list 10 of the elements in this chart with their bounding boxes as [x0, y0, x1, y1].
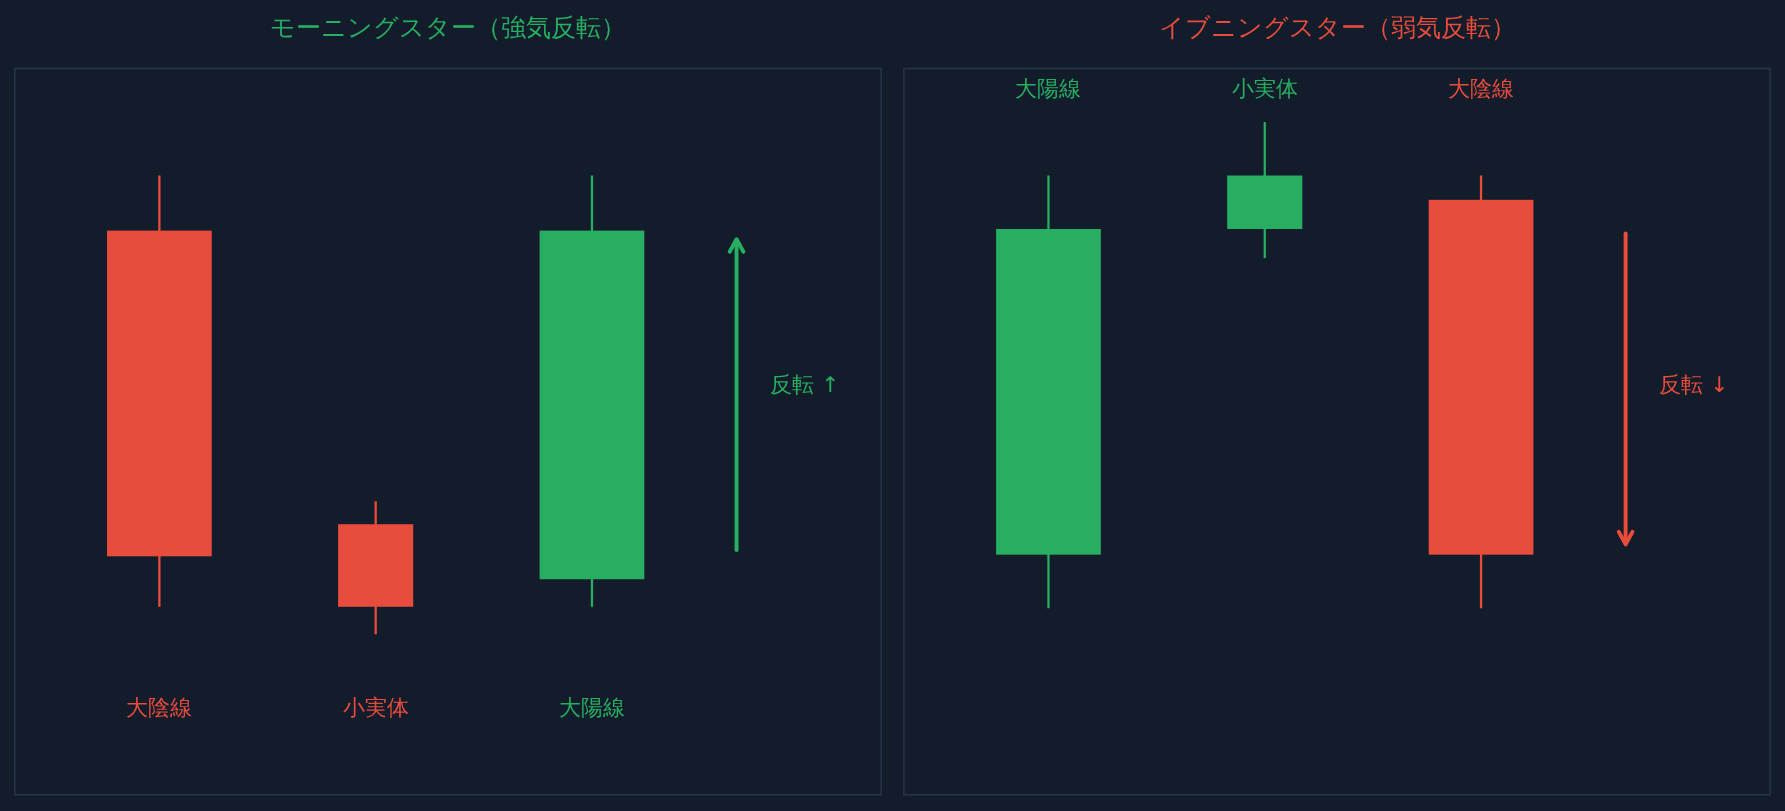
x-tick-label: 小実体 — [342, 695, 409, 721]
chart-title: イブニングスター（弱気反転） — [1158, 12, 1516, 42]
text: 反転 ↓ — [1659, 371, 1729, 397]
x-tick-label: 小実体 — [1231, 75, 1298, 101]
x-tick-label: 大陰線 — [126, 695, 193, 721]
chart-title: モーニングスター（強気反転） — [269, 12, 626, 42]
x-tick-label: 大陽線 — [558, 695, 625, 721]
x-tick-label: 大陰線 — [1448, 75, 1515, 101]
x-tick-label: 大陽線 — [1015, 75, 1082, 101]
text: 反転 ↑ — [770, 371, 840, 397]
